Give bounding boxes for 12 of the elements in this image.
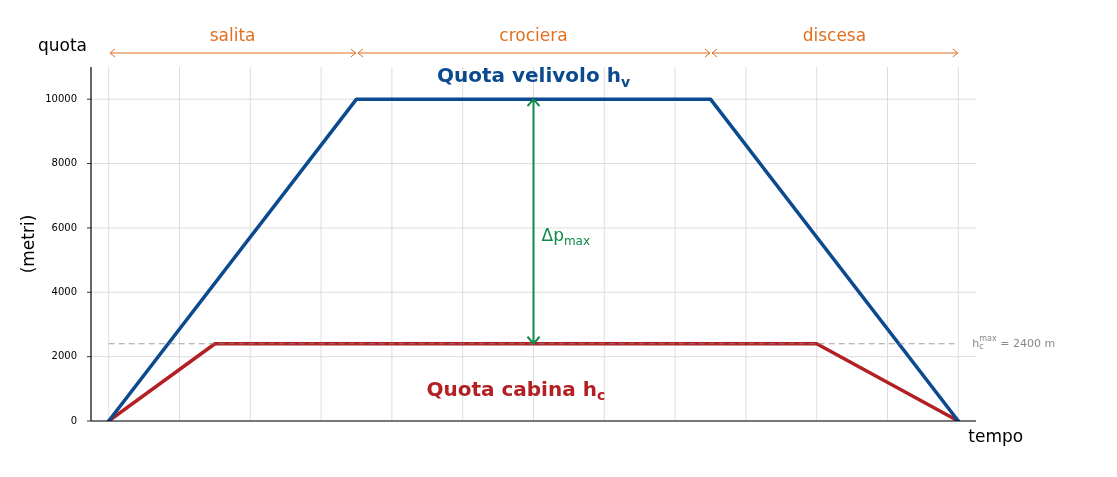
x-axis-title: tempo xyxy=(968,426,1024,447)
y-tick-label: 6000 xyxy=(51,221,77,233)
y-axis-title: (metri) xyxy=(18,214,39,274)
y-tick-label: 2000 xyxy=(51,350,77,362)
text: salita xyxy=(209,25,256,46)
y-tick-label: 8000 xyxy=(51,157,77,169)
y-tick-label: 10000 xyxy=(45,92,77,104)
y-tick-label: 0 xyxy=(70,414,77,426)
y-tick-label: 4000 xyxy=(51,285,77,297)
text: crociera xyxy=(499,25,568,46)
text: quota xyxy=(37,35,88,56)
text: discesa xyxy=(802,25,867,46)
